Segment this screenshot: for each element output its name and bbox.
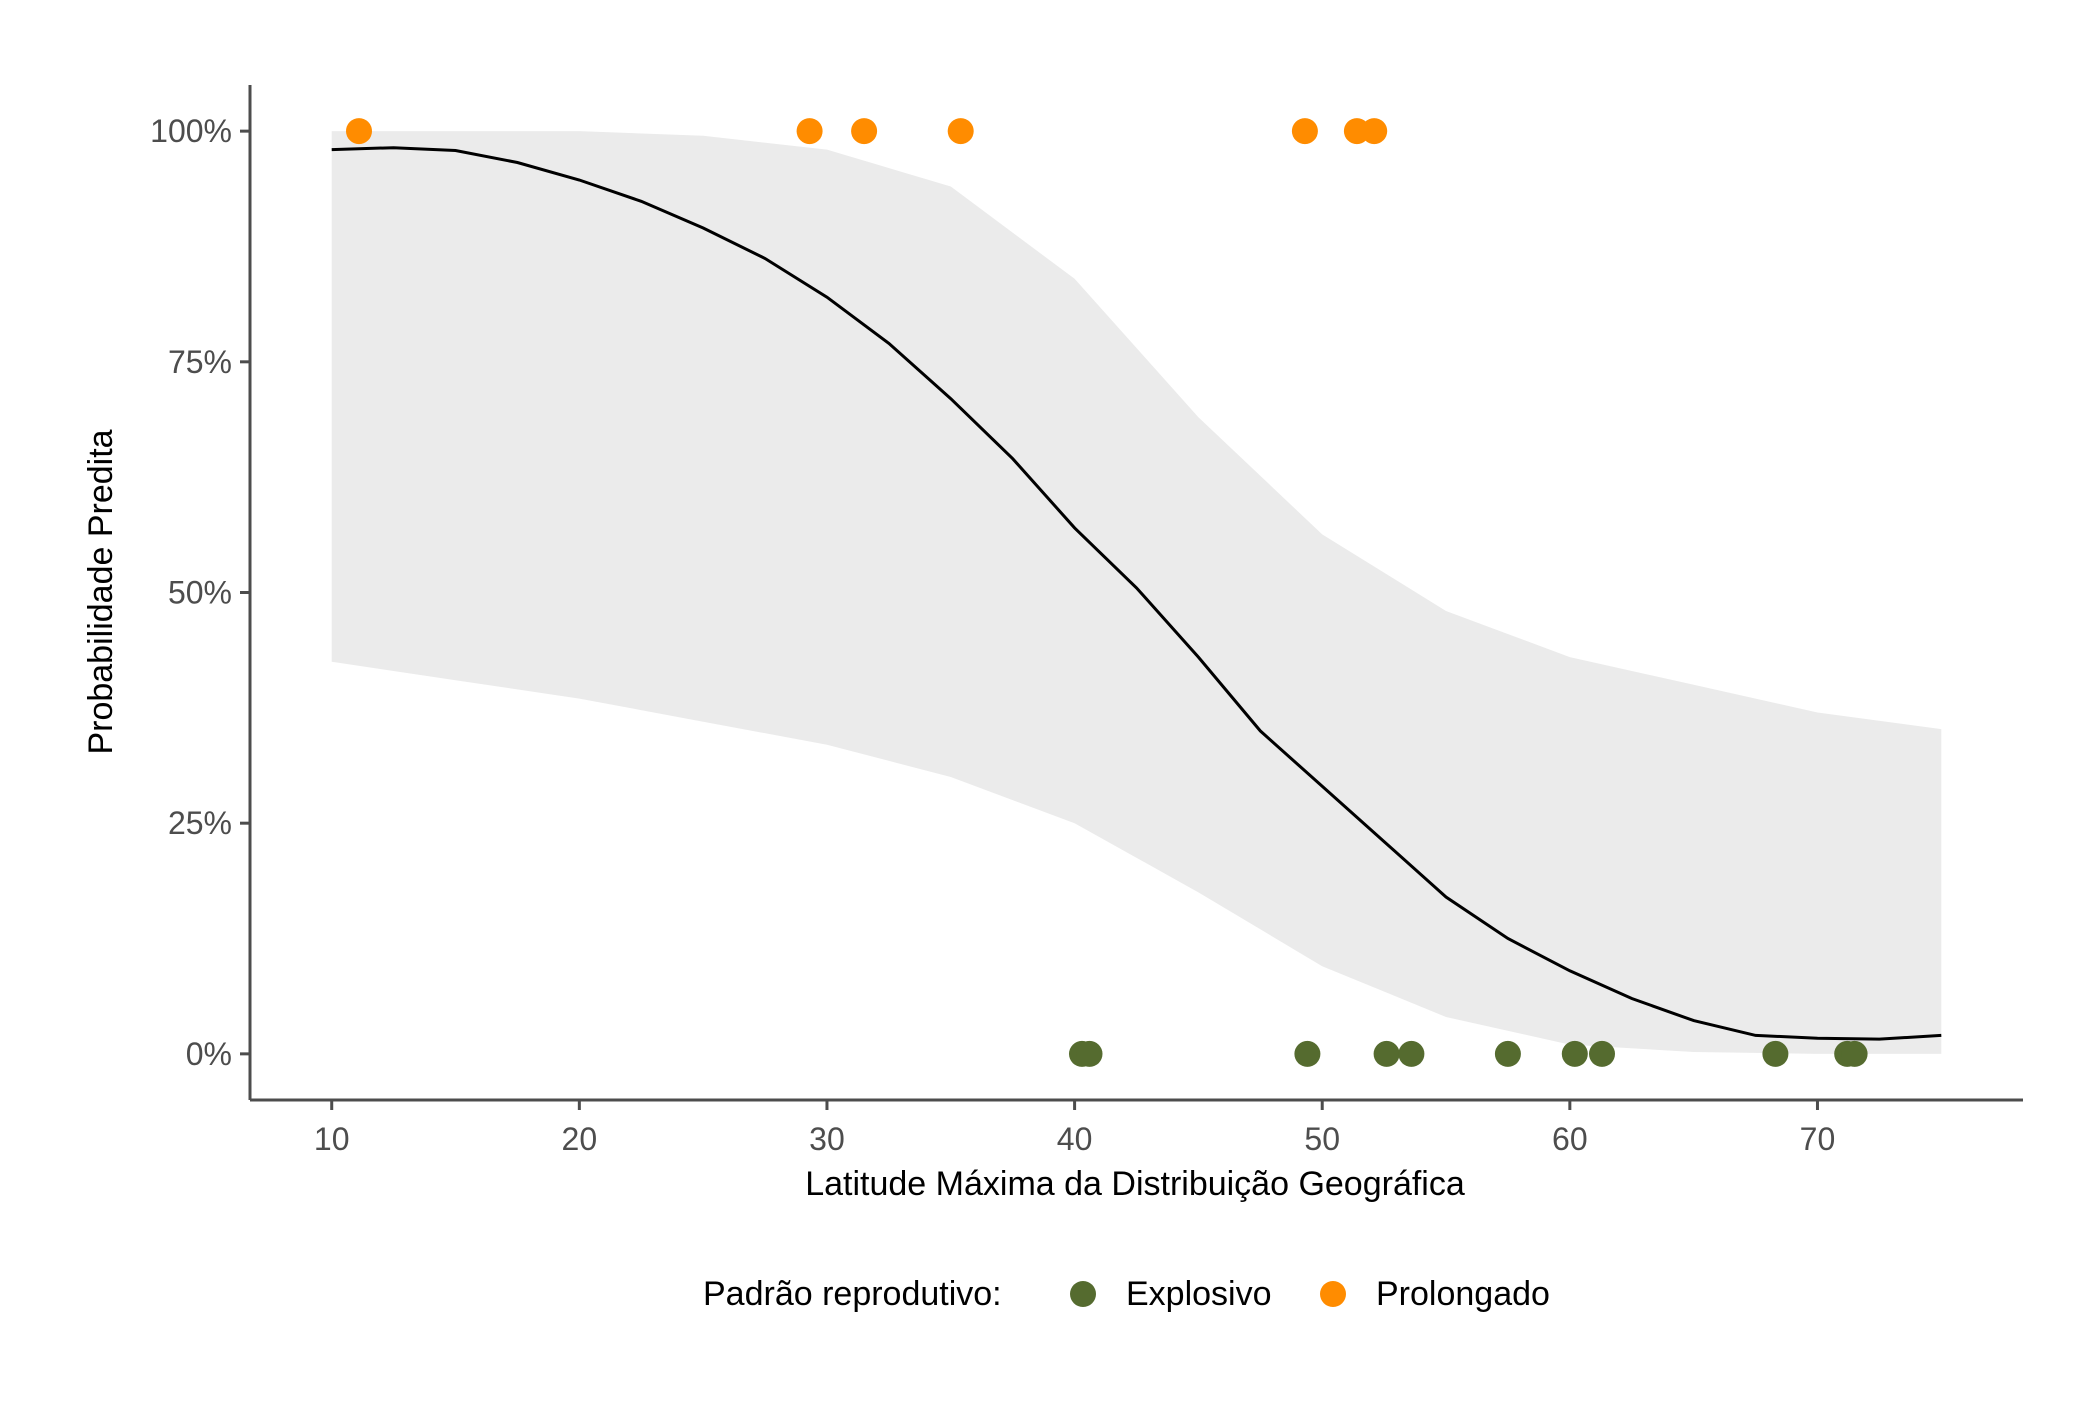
- point-explosivo: [1373, 1040, 1400, 1067]
- legend-label-explosivo: Explosivo: [1126, 1275, 1272, 1313]
- x-axis-title: Latitude Máxima da Distribuição Geográfi…: [805, 1165, 1465, 1203]
- point-explosivo: [1561, 1040, 1588, 1067]
- legend: Padrão reprodutivo: Explosivo Prolongado: [703, 1275, 1550, 1313]
- point-prolongado: [851, 118, 878, 145]
- fit-line-layer: [331, 146, 1942, 1041]
- point-prolongado: [796, 118, 823, 145]
- y-tick-label: 25%: [168, 805, 232, 841]
- point-explosivo: [1398, 1040, 1425, 1067]
- fit-line: [331, 146, 1942, 1041]
- x-tick-label: 10: [314, 1121, 350, 1157]
- y-tick-label: 100%: [150, 113, 232, 149]
- x-tick-label: 50: [1304, 1121, 1340, 1157]
- ticks-layer: 10 20 30 40 50 60 70 0% 25% 50% 75% 100%: [150, 113, 1835, 1157]
- legend-key-explosivo: [1070, 1281, 1096, 1307]
- x-tick-label: 30: [809, 1121, 845, 1157]
- point-explosivo: [1841, 1040, 1868, 1067]
- point-prolongado: [1291, 118, 1318, 145]
- y-axis-title: Probabilidade Predita: [82, 429, 120, 754]
- y-tick-label: 50%: [168, 575, 232, 611]
- point-explosivo: [1589, 1040, 1615, 1067]
- confidence-band: [331, 131, 1942, 1054]
- legend-key-prolongado: [1320, 1281, 1346, 1307]
- point-explosivo: [1294, 1040, 1321, 1067]
- point-prolongado: [1361, 118, 1388, 145]
- legend-label-prolongado: Prolongado: [1376, 1275, 1550, 1313]
- confidence-band-layer: [331, 131, 1942, 1054]
- x-tick-label: 70: [1800, 1121, 1836, 1157]
- x-tick-label: 60: [1552, 1121, 1588, 1157]
- point-prolongado: [346, 118, 372, 145]
- point-explosivo: [1494, 1040, 1521, 1067]
- point-explosivo: [1762, 1040, 1789, 1067]
- x-tick-label: 40: [1057, 1121, 1093, 1157]
- x-tick-label: 20: [562, 1121, 598, 1157]
- point-prolongado: [947, 118, 974, 145]
- y-tick-label: 0%: [186, 1036, 232, 1072]
- point-explosivo: [1076, 1040, 1103, 1067]
- points-layer: [346, 118, 1868, 1067]
- y-tick-label: 75%: [168, 344, 232, 380]
- legend-title: Padrão reprodutivo:: [703, 1275, 1002, 1313]
